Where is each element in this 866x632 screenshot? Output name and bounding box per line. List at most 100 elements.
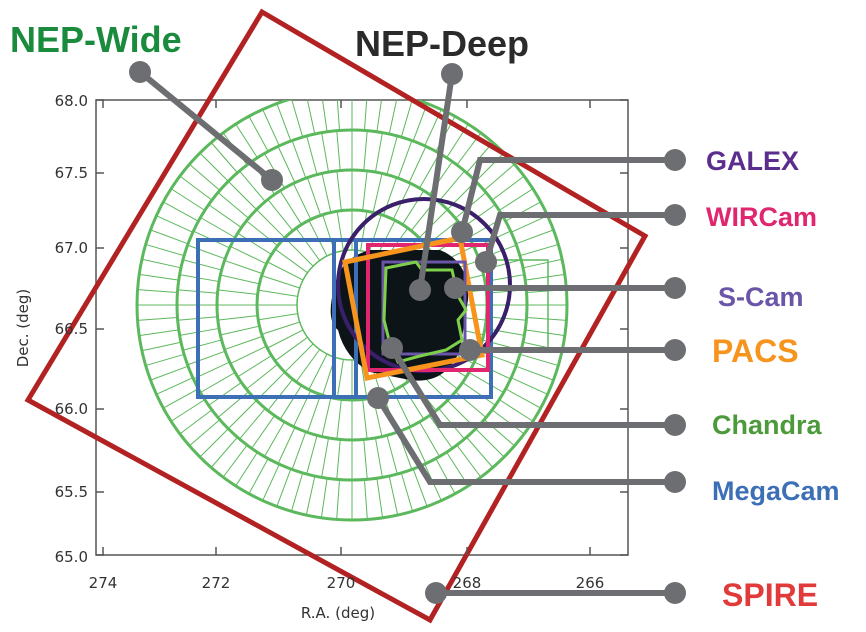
tile-edge — [402, 385, 425, 420]
instrument-label-wircam: WIRCam — [706, 202, 817, 232]
tile-edge — [519, 243, 559, 257]
tile-edge — [284, 237, 314, 267]
tile-edge — [267, 378, 294, 411]
tile-edge — [295, 349, 321, 383]
tile-edge — [336, 439, 341, 480]
tile-edge — [217, 192, 249, 219]
tile-edge — [363, 439, 368, 480]
tile-edge — [491, 409, 525, 435]
tile-edge — [277, 146, 296, 183]
tile-edge — [189, 419, 221, 447]
tile-edge — [248, 116, 269, 152]
tile-edge — [150, 365, 189, 381]
tile-edge — [400, 472, 414, 512]
pacs-footprint — [342, 235, 485, 381]
y-tick-label: 67.5 — [55, 164, 88, 182]
tile-edge — [261, 321, 300, 335]
tile-edge — [276, 468, 292, 507]
x-tick-label: 272 — [202, 574, 231, 592]
tile-edge — [291, 100, 304, 138]
tile-edge — [306, 177, 322, 216]
tile-edge — [466, 436, 494, 468]
tile-edge — [189, 163, 221, 191]
tile-edge — [336, 170, 342, 211]
tile-edge — [292, 183, 312, 220]
tile-edge — [137, 316, 178, 321]
tile-edge — [199, 428, 229, 458]
instrument-label-spire: SPIRE — [722, 577, 818, 613]
tile-edge — [239, 408, 266, 440]
axis-ticks — [96, 99, 628, 556]
tile-edge — [227, 400, 257, 430]
tile-edge — [267, 329, 304, 349]
x-tick-label: 266 — [576, 574, 605, 592]
tile-edge — [199, 152, 229, 182]
tile-edge — [156, 377, 194, 395]
instrument-label-pacs: PACS — [712, 333, 799, 369]
tile-edge — [224, 335, 263, 351]
tile-edge — [374, 437, 383, 478]
tile-edge — [306, 394, 322, 433]
instrument-label-galex: GALEX — [706, 146, 799, 176]
y-tick-label: 66.0 — [55, 400, 88, 418]
tile-edge — [279, 385, 302, 420]
tile-edge — [208, 204, 242, 228]
tile-edge — [419, 421, 440, 457]
y-tick-labels: 68.0 67.5 67.0 66.5 66.0 65.5 65.0 — [55, 92, 88, 566]
tile-edge — [170, 188, 206, 211]
tile-edge — [483, 163, 515, 191]
tile-edge — [336, 479, 341, 520]
tile-edge — [336, 399, 342, 440]
tile-edge — [222, 444, 248, 478]
tile-edge — [220, 325, 260, 336]
tile-edge — [139, 329, 179, 337]
tile-edge — [388, 100, 398, 135]
tile-edge — [163, 388, 199, 409]
tile-edge — [526, 316, 567, 321]
tile-edge — [145, 243, 185, 257]
tile-edge — [248, 458, 269, 494]
nep-deep-title: NEP-Deep — [355, 23, 529, 64]
tile-edge — [277, 427, 296, 464]
y-tick-label: 68.0 — [55, 92, 88, 110]
leader-lines — [129, 61, 686, 604]
tile-edge — [208, 382, 242, 406]
tile-edge — [412, 468, 428, 507]
tile-edge — [336, 359, 344, 399]
tile-edge — [519, 353, 559, 367]
tile-edge — [363, 479, 368, 520]
tile-edge — [251, 415, 275, 449]
tile-edge — [510, 377, 548, 395]
tile-edge — [362, 170, 368, 211]
tile-edge — [468, 372, 504, 393]
tile-edge — [291, 431, 307, 470]
tile-edge — [267, 199, 294, 232]
tile-edge — [210, 142, 238, 174]
tile-edge — [187, 350, 226, 366]
tile-edge — [276, 103, 292, 142]
tile-edge — [419, 153, 440, 189]
tile-edge — [284, 343, 314, 373]
tile-edge — [182, 339, 222, 351]
tile-edge — [478, 350, 517, 366]
tile-edge — [491, 175, 525, 201]
tile-edge — [408, 427, 427, 464]
tile-edge — [258, 289, 298, 297]
nep-wide-title: NEP-Wide — [10, 19, 182, 60]
tile-edge — [306, 100, 316, 135]
tile-edge — [139, 273, 179, 281]
tile-edge — [336, 100, 341, 131]
tile-edge — [264, 421, 285, 457]
tile-edge — [145, 353, 185, 367]
tile-edge — [515, 229, 554, 245]
tile-edge — [321, 132, 330, 173]
tile-edge — [321, 437, 330, 478]
tile-edge — [210, 436, 238, 468]
tile-edge — [498, 399, 534, 422]
tile-edge — [235, 123, 258, 159]
y-tick-label: 66.5 — [55, 320, 88, 338]
tile-edge — [182, 259, 222, 271]
x-tick-label: 274 — [89, 574, 118, 592]
tile-edge — [258, 313, 298, 321]
tile-edge — [230, 245, 267, 265]
